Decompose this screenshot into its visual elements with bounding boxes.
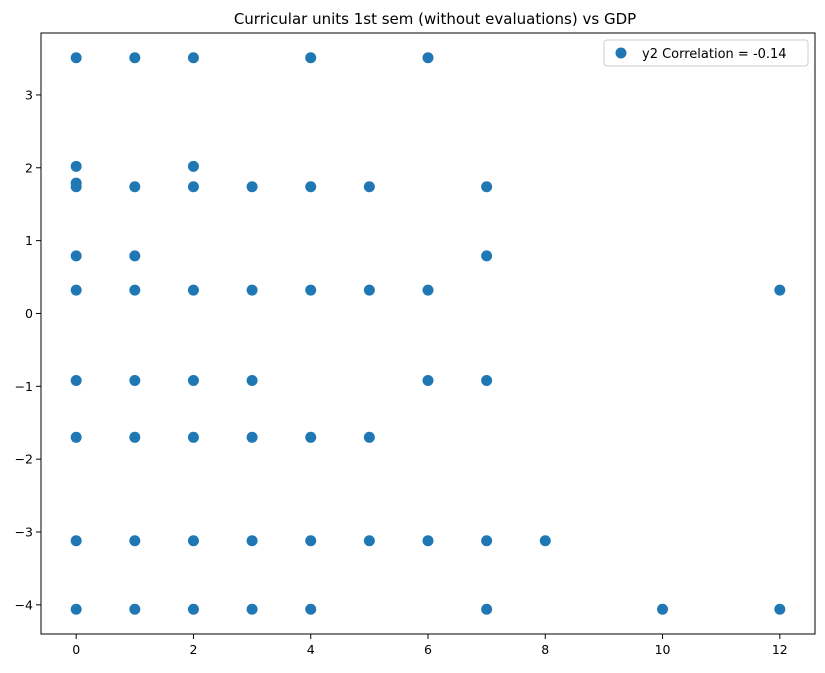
legend-marker — [615, 47, 627, 59]
data-point — [187, 52, 199, 64]
y-tick-label: 3 — [25, 87, 33, 102]
data-point — [774, 603, 786, 615]
data-point — [70, 431, 82, 443]
x-tick-label: 8 — [541, 642, 549, 657]
data-point — [305, 52, 317, 64]
data-point — [129, 374, 141, 386]
x-tick-label: 12 — [772, 642, 788, 657]
data-point — [70, 284, 82, 296]
data-point — [422, 52, 434, 64]
data-point — [129, 250, 141, 262]
data-point — [70, 181, 82, 193]
data-point — [70, 52, 82, 64]
data-point — [70, 160, 82, 172]
data-point — [70, 250, 82, 262]
data-point — [422, 535, 434, 547]
x-tick-label: 6 — [424, 642, 432, 657]
data-point — [246, 181, 258, 193]
data-point — [246, 431, 258, 443]
data-point — [363, 181, 375, 193]
y-tick-label: 2 — [25, 160, 33, 175]
data-point — [363, 535, 375, 547]
y-tick-label: −3 — [15, 525, 33, 540]
data-point — [129, 284, 141, 296]
data-point — [129, 52, 141, 64]
legend-label: y2 Correlation = -0.14 — [642, 47, 787, 62]
legend: y2 Correlation = -0.14 — [603, 39, 809, 67]
data-point — [246, 374, 258, 386]
data-point — [305, 181, 317, 193]
y-tick-label: −4 — [15, 597, 33, 612]
data-point — [246, 284, 258, 296]
data-point — [539, 535, 551, 547]
data-point — [70, 603, 82, 615]
data-point — [305, 431, 317, 443]
data-point — [422, 374, 434, 386]
y-tick-label: −2 — [15, 452, 33, 467]
y-axis: −4 −3 −2 −1 0 1 2 3 — [15, 87, 41, 612]
data-point — [187, 181, 199, 193]
data-point — [70, 535, 82, 547]
data-point — [363, 284, 375, 296]
data-point — [187, 160, 199, 172]
data-point — [187, 535, 199, 547]
data-point — [187, 374, 199, 386]
data-point — [187, 603, 199, 615]
data-point — [481, 374, 493, 386]
data-point — [774, 284, 786, 296]
data-point — [129, 603, 141, 615]
data-point — [70, 374, 82, 386]
y-tick-label: 1 — [25, 233, 33, 248]
data-point — [246, 603, 258, 615]
data-point — [187, 431, 199, 443]
data-point — [187, 284, 199, 296]
data-point — [246, 535, 258, 547]
data-point — [481, 181, 493, 193]
x-tick-label: 2 — [189, 642, 197, 657]
data-point — [305, 284, 317, 296]
data-point — [481, 603, 493, 615]
legend-frame — [603, 39, 809, 67]
data-point — [481, 535, 493, 547]
data-point — [363, 431, 375, 443]
data-point — [129, 535, 141, 547]
x-tick-label: 4 — [307, 642, 315, 657]
data-point — [129, 431, 141, 443]
data-point — [305, 535, 317, 547]
x-axis: 0 2 4 6 8 10 12 — [72, 634, 788, 657]
x-tick-label: 10 — [655, 642, 671, 657]
y-tick-label: 0 — [25, 306, 33, 321]
data-point — [305, 603, 317, 615]
data-point — [481, 250, 493, 262]
data-point — [129, 181, 141, 193]
data-point — [422, 284, 434, 296]
x-tick-label: 0 — [72, 642, 80, 657]
data-point — [657, 603, 669, 615]
points-layer — [70, 52, 786, 615]
y-tick-label: −1 — [15, 379, 33, 394]
chart-title: Curricular units 1st sem (without evalua… — [234, 10, 636, 28]
